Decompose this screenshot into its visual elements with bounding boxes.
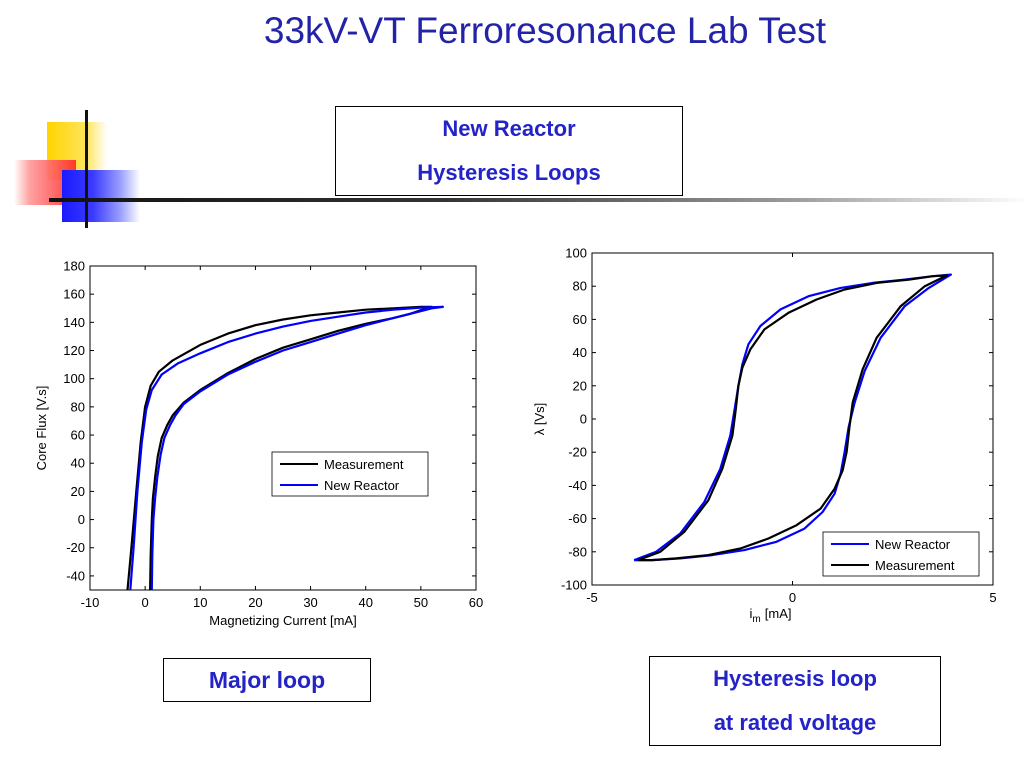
- chart2-x-tick-label: 5: [989, 590, 996, 605]
- chart2-y-tick-label: -80: [568, 544, 587, 559]
- chart1-x-tick-label: 20: [248, 595, 262, 610]
- chart1-y-tick-label: 60: [71, 428, 85, 443]
- chart1-x-axis-label: Magnetizing Current [mA]: [209, 613, 356, 628]
- chart2-x-axis-label-sub: m: [752, 614, 760, 625]
- chart2-y-tick-label: 80: [573, 279, 587, 294]
- chart1-y-tick-label: 40: [71, 456, 85, 471]
- chart2-x-tick-label: 0: [789, 590, 796, 605]
- chart2-legend-box: [822, 531, 980, 577]
- caption-line: Hysteresis Loops: [417, 160, 601, 185]
- slide-title: 33kV-VT Ferroresonance Lab Test: [263, 10, 827, 51]
- caption-line: Hysteresis loop: [713, 666, 877, 691]
- chart2-y-tick-label: 0: [580, 412, 587, 427]
- chart2-legend-label: New Reactor: [875, 537, 951, 552]
- chart1-y-tick-label: 140: [63, 315, 85, 330]
- chart1-y-tick-label: -20: [66, 540, 85, 555]
- chart1-x-tick-label: 10: [193, 595, 207, 610]
- chart2-x-axis-label: im [mA]: [750, 606, 792, 625]
- chart1-plot-frame: [89, 265, 477, 591]
- chart2-legend-label: Measurement: [875, 558, 955, 573]
- chart2-y-axis-label: λ [Vs]: [532, 403, 547, 436]
- chart1-legend-label: Measurement: [324, 457, 404, 472]
- chart1-y-tick-label: 100: [63, 371, 85, 386]
- caption-line: at rated voltage: [713, 710, 877, 735]
- chart2-series-new-reactor: [633, 273, 953, 562]
- chart1-y-tick-label: 120: [63, 343, 85, 358]
- chart2-y-tick-label: 40: [573, 345, 587, 360]
- chart1-legend-label: New Reactor: [324, 478, 400, 493]
- chart2-y-tick-label: -100: [561, 578, 587, 593]
- new-reactor-caption: New Reactor Hysteresis Loops: [335, 106, 683, 196]
- chart2-y-tick-label: 100: [565, 246, 587, 261]
- chart1-y-tick-label: 180: [63, 259, 85, 274]
- chart2-series-measurement: [637, 274, 949, 562]
- chart2-y-tick-label: -40: [568, 478, 587, 493]
- caption-line: New Reactor: [442, 116, 576, 141]
- chart1-x-tick-label: -10: [81, 595, 100, 610]
- chart1-x-tick-label: 60: [469, 595, 483, 610]
- chart2-x-tick-label: -5: [586, 590, 598, 605]
- chart1-x-tick-label: 50: [414, 595, 428, 610]
- chart2-y-tick-label: -60: [568, 511, 587, 526]
- chart1-y-axis-label: Core Flux [V.s]: [34, 386, 49, 471]
- decor-horizontal-line: [49, 198, 1024, 202]
- chart1-x-tick-label: 40: [358, 595, 372, 610]
- chart1-x-tick-label: 0: [142, 595, 149, 610]
- chart1-y-tick-label: 0: [78, 512, 85, 527]
- chart2-x-axis-label-unit: [mA]: [765, 606, 792, 621]
- chart1-y-tick-label: 20: [71, 484, 85, 499]
- major-loop-caption: Major loop: [163, 658, 371, 702]
- caption-line: Major loop: [208, 667, 326, 693]
- chart1-y-tick-label: -40: [66, 568, 85, 583]
- chart2-y-tick-label: 20: [573, 378, 587, 393]
- chart1-y-tick-label: 160: [63, 287, 85, 302]
- chart1-y-tick-label: 80: [71, 399, 85, 414]
- chart2-y-tick-label: 60: [573, 312, 587, 327]
- chart1-x-tick-label: 30: [303, 595, 317, 610]
- chart2-y-tick-label: -20: [568, 445, 587, 460]
- chart1-series-new-reactor: [129, 305, 444, 590]
- decor-vertical-line: [85, 110, 88, 228]
- chart1-legend-box: [271, 451, 429, 497]
- decor-blue-square: [62, 170, 140, 222]
- rated-voltage-caption: Hysteresis loop at rated voltage: [649, 656, 941, 746]
